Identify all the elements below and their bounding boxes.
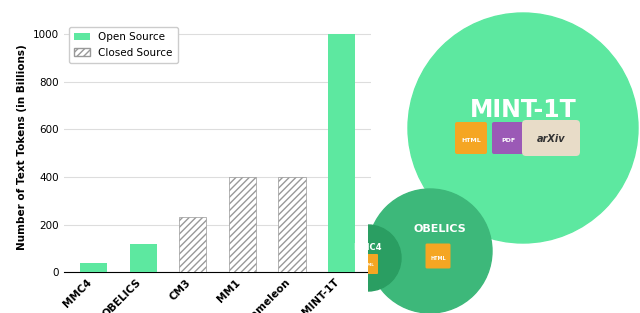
Bar	[80, 263, 108, 272]
Text: MMC4: MMC4	[354, 244, 382, 253]
FancyBboxPatch shape	[492, 122, 524, 154]
Circle shape	[368, 189, 492, 313]
Circle shape	[335, 225, 401, 291]
FancyBboxPatch shape	[426, 244, 451, 269]
Text: HTML: HTML	[430, 255, 446, 260]
FancyBboxPatch shape	[358, 254, 378, 274]
Bar	[328, 34, 355, 272]
Text: HTML: HTML	[461, 138, 481, 143]
Bar	[228, 177, 256, 272]
Legend: Open Source, Closed Source: Open Source, Closed Source	[69, 27, 178, 63]
Bar	[278, 177, 305, 272]
Text: arXiv: arXiv	[537, 134, 565, 144]
Text: MINT-1T: MINT-1T	[470, 98, 577, 122]
Bar	[179, 218, 207, 272]
Circle shape	[408, 13, 638, 243]
Text: PDF: PDF	[501, 138, 515, 143]
FancyBboxPatch shape	[455, 122, 487, 154]
Text: HTML: HTML	[362, 263, 374, 267]
FancyBboxPatch shape	[522, 120, 580, 156]
Bar	[130, 244, 157, 272]
Y-axis label: Number of Text Tokens (in Billions): Number of Text Tokens (in Billions)	[17, 44, 28, 250]
Text: OBELICS: OBELICS	[413, 224, 467, 234]
